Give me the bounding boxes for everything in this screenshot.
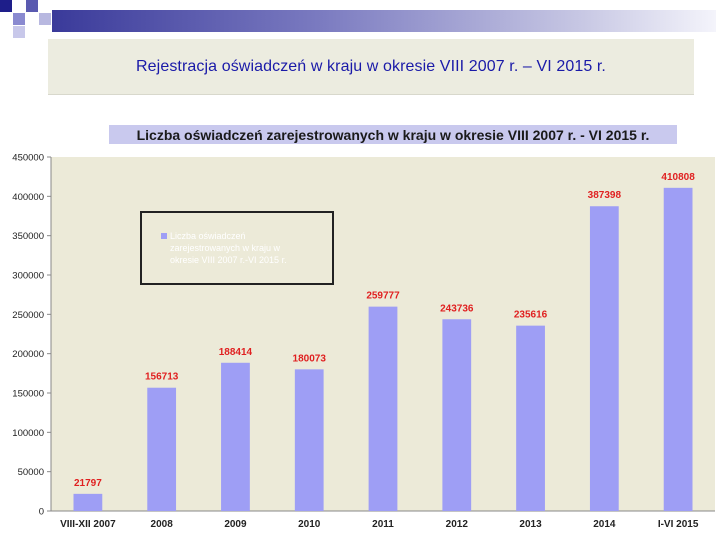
bar (294, 369, 324, 511)
legend: Liczba oświadczeń zarejestrowanych w kra… (140, 211, 334, 285)
y-tick-labels: 0 50000 100000 150000 200000 250000 300000 3500… (12, 153, 51, 518)
x-tick-label: 2013 (519, 519, 542, 530)
legend-box (140, 211, 334, 285)
data-label: 156713 (145, 372, 179, 383)
data-label: 259777 (366, 291, 400, 302)
x-tick-labels: VIII-XII 2007 2008 2009 2010 2011 2012 2013 201… (60, 519, 699, 530)
y-tick-label: 400000 (12, 192, 44, 203)
header-gradient-bar (52, 10, 716, 32)
y-tick-label: 250000 (12, 310, 44, 321)
bars (73, 187, 693, 512)
data-label: 180073 (293, 353, 327, 364)
x-tick-label: 2012 (446, 519, 469, 530)
bar (221, 362, 250, 511)
y-tick-label: 150000 (12, 389, 44, 400)
data-label: 387398 (588, 190, 622, 201)
y-tick-label: 100000 (12, 428, 44, 439)
data-labels: 21797 156713 188414 180073 259777 243736 23561… (74, 172, 695, 489)
data-label: 243736 (440, 303, 474, 314)
y-tick-label: 350000 (12, 231, 44, 242)
bar (663, 187, 693, 511)
bar (368, 306, 398, 511)
x-tick-label: 2010 (298, 519, 321, 530)
legend-swatch (161, 233, 167, 239)
corner-squares-decoration (0, 0, 51, 38)
legend-label: Liczba oświadczeń zarejestrowanych w kra… (170, 231, 287, 265)
data-label: 188414 (219, 347, 253, 358)
y-tick-label: 300000 (12, 271, 44, 282)
chart-title: Liczba oświadczeń zarejestrowanych w kra… (137, 127, 650, 143)
y-tick-label: 0 (39, 507, 44, 518)
x-tick-label: 2008 (151, 519, 174, 530)
bar (147, 387, 177, 511)
slide-title: Rejestracja oświadczeń w kraju w okresie… (136, 58, 606, 75)
title-box: Rejestracja oświadczeń w kraju w okresie… (48, 39, 694, 95)
x-tick-label: 2009 (224, 519, 247, 530)
bar (442, 319, 472, 511)
data-label: 235616 (514, 310, 548, 321)
data-label: 21797 (74, 478, 102, 489)
data-label: 410808 (661, 172, 695, 183)
chart-title-band (109, 125, 677, 144)
y-tick-label: 50000 (18, 467, 44, 478)
bar (589, 206, 619, 512)
y-tick-label: 450000 (12, 153, 44, 164)
x-tick-label: 2011 (372, 519, 394, 530)
x-tick-label: VIII-XII 2007 (60, 519, 116, 530)
y-tick-label: 200000 (12, 349, 44, 360)
x-tick-label: I-VI 2015 (658, 519, 699, 530)
bar (516, 325, 545, 511)
bar (73, 493, 103, 511)
x-tick-label: 2014 (593, 519, 616, 530)
